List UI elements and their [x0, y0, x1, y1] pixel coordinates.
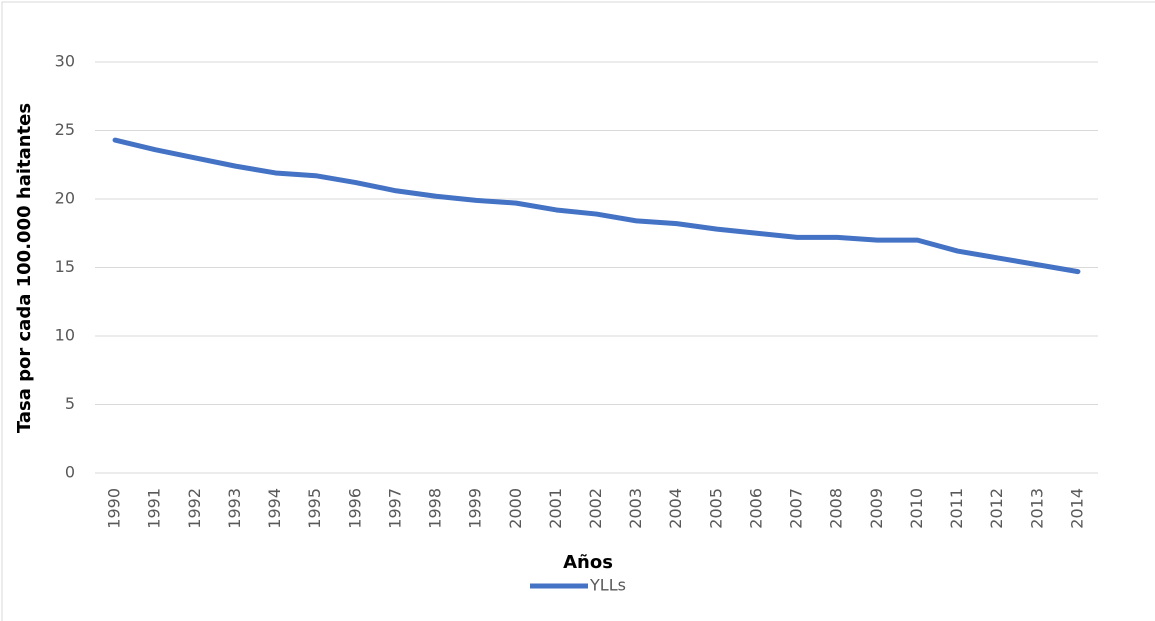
y-axis-title: Tasa por cada 100.000 haitantes — [14, 103, 35, 433]
x-tick-label: 1999 — [466, 488, 485, 529]
x-tick-label: 1991 — [145, 488, 164, 529]
x-tick-label: 1990 — [105, 488, 124, 529]
x-tick-label: 2001 — [546, 488, 565, 529]
x-tick-label: 2002 — [586, 488, 605, 529]
x-tick-label: 2013 — [1027, 488, 1046, 529]
x-tick-label: 1996 — [345, 488, 364, 529]
x-axis-title: Años — [563, 552, 613, 573]
x-tick-label: 1998 — [426, 488, 445, 529]
x-tick-label: 1994 — [265, 488, 284, 529]
x-tick-label: 2003 — [626, 488, 645, 529]
y-tick-label: 15 — [55, 257, 75, 276]
x-tick-label: 2014 — [1067, 488, 1086, 529]
x-tick-label: 2009 — [867, 488, 886, 529]
y-tick-label: 20 — [55, 189, 75, 208]
legend-label: YLLs — [589, 576, 626, 595]
x-tick-label: 2007 — [787, 488, 806, 529]
data-line — [112, 137, 1081, 275]
y-tick-label: 0 — [65, 463, 75, 482]
x-tick-label: 1993 — [225, 488, 244, 529]
x-tick-label: 2008 — [827, 488, 846, 529]
x-tick-label: 2012 — [987, 488, 1006, 529]
x-tick-label: 2000 — [506, 488, 525, 529]
y-tick-label: 30 — [55, 52, 75, 71]
y-tick-label: 25 — [55, 120, 75, 139]
x-tick-label: 1992 — [185, 488, 204, 529]
x-tick-label: 2011 — [947, 488, 966, 529]
x-tick-label: 2005 — [706, 488, 725, 529]
x-tick-label: 2006 — [746, 488, 765, 529]
x-tick-label: 1995 — [305, 488, 324, 529]
y-tick-label: 10 — [55, 326, 75, 345]
y-tick-label: 5 — [65, 394, 75, 413]
x-tick-label: 2004 — [666, 488, 685, 529]
x-tick-label: 1997 — [385, 488, 404, 529]
x-tick-label: 2010 — [907, 488, 926, 529]
